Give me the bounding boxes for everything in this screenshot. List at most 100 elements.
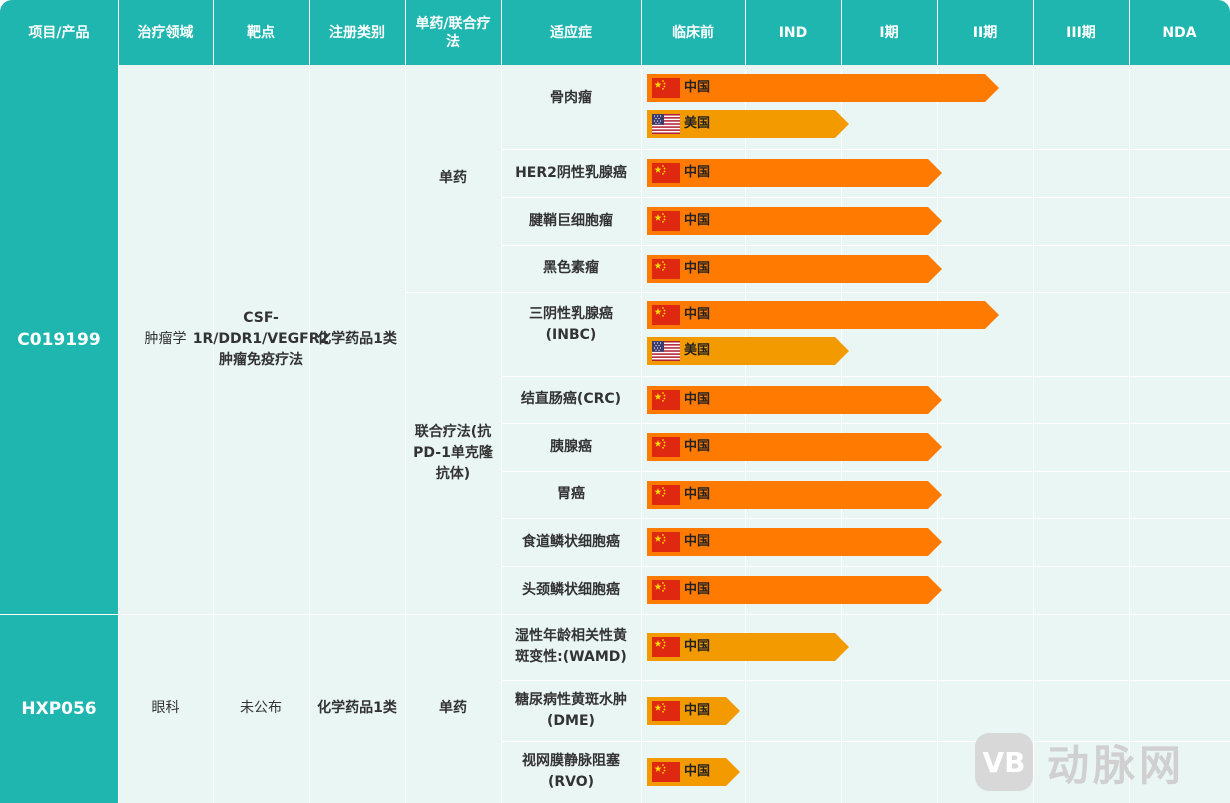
china-flag-icon bbox=[652, 485, 680, 505]
indication-name: 胰腺癌 bbox=[550, 438, 592, 455]
indication-row-separator bbox=[501, 471, 1230, 472]
bar-country-label: 中国 bbox=[684, 582, 711, 597]
bar-country-label: 中国 bbox=[684, 80, 711, 95]
indication-row-separator bbox=[501, 245, 1230, 246]
column-divider bbox=[405, 0, 406, 803]
therapy-mode: 单药 bbox=[439, 170, 467, 186]
column-header: 治疗领域 bbox=[118, 0, 213, 65]
pipeline-progress-bar: 中国 bbox=[647, 633, 849, 661]
column-header: NDA bbox=[1129, 0, 1230, 65]
indication-row-separator bbox=[501, 566, 1230, 567]
pipeline-progress-bar: 中国 bbox=[647, 207, 942, 235]
indication-name: 湿性年龄相关性黄斑变性:(WAMD) bbox=[515, 628, 627, 665]
column-header: 注册类别 bbox=[309, 0, 405, 65]
china-flag-icon bbox=[652, 211, 680, 231]
watermark-text: 动脉网 bbox=[1047, 740, 1186, 790]
bar-country-label: 中国 bbox=[684, 165, 711, 180]
column-header: I期 bbox=[841, 0, 937, 65]
bar-country-label: 中国 bbox=[684, 534, 711, 549]
bar-country-label: 中国 bbox=[684, 764, 711, 779]
column-header: 临床前 bbox=[641, 0, 745, 65]
bar-country-label: 美国 bbox=[684, 343, 711, 358]
column-header: IND bbox=[745, 0, 841, 65]
indication-name: 三阴性乳腺癌(INBC) bbox=[529, 306, 613, 343]
indication-row-separator bbox=[501, 149, 1230, 150]
column-divider bbox=[1033, 0, 1034, 803]
indication-name: 腱鞘巨细胞瘤 bbox=[529, 212, 613, 229]
indication-row-separator bbox=[501, 376, 1230, 377]
china-flag-icon bbox=[652, 390, 680, 410]
therapeutic-area: 眼科 bbox=[151, 700, 180, 716]
bar-country-label: 中国 bbox=[684, 307, 711, 322]
registration-class: 化学药品1类 bbox=[317, 700, 397, 716]
indication-row-separator bbox=[501, 197, 1230, 198]
column-divider bbox=[501, 0, 502, 803]
column-divider bbox=[213, 0, 214, 803]
project-row-separator bbox=[118, 614, 405, 615]
column-divider bbox=[309, 0, 310, 803]
bar-country-label: 中国 bbox=[684, 213, 711, 228]
column-header: II期 bbox=[937, 0, 1033, 65]
watermark-logo: VB 动脉网 bbox=[975, 730, 1225, 794]
china-flag-icon bbox=[652, 163, 680, 183]
project-separator bbox=[0, 614, 118, 615]
therapy-row-separator bbox=[405, 292, 501, 293]
indication-name: HER2阴性乳腺癌 bbox=[515, 164, 627, 181]
china-flag-icon bbox=[652, 78, 680, 98]
pipeline-progress-bar: 中国 bbox=[647, 481, 942, 509]
pipeline-progress-bar: 中国 bbox=[647, 386, 942, 414]
indication-row-separator bbox=[501, 741, 1230, 742]
indication-name: 结直肠癌(CRC) bbox=[520, 391, 622, 407]
indication-row-separator bbox=[501, 292, 1230, 293]
china-flag-icon bbox=[652, 437, 680, 457]
china-flag-icon bbox=[652, 580, 680, 600]
column-header: 适应症 bbox=[501, 0, 641, 65]
china-flag-icon bbox=[652, 305, 680, 325]
pipeline-progress-bar: 美国 bbox=[647, 110, 849, 138]
indication-row-separator bbox=[501, 423, 1230, 424]
target-cell: 未公布 bbox=[240, 700, 282, 716]
indication-name: 视网膜静脉阻塞(RVO) bbox=[522, 753, 620, 790]
pipeline-progress-bar: 中国 bbox=[647, 697, 740, 725]
pipeline-progress-bar: 中国 bbox=[647, 433, 942, 461]
china-flag-icon bbox=[652, 532, 680, 552]
project-name: HXP056 bbox=[0, 614, 118, 803]
us-flag-icon bbox=[652, 114, 680, 134]
therapy-mode: 单药 bbox=[439, 700, 467, 716]
pipeline-progress-bar: 中国 bbox=[647, 159, 942, 187]
china-flag-icon bbox=[652, 637, 680, 657]
indication-name: 胃癌 bbox=[557, 486, 585, 502]
china-flag-icon bbox=[652, 762, 680, 782]
pipeline-progress-bar: 中国 bbox=[647, 255, 942, 283]
therapy-row-separator bbox=[405, 614, 501, 615]
indication-name: 糖尿病性黄斑水肿(DME) bbox=[515, 691, 627, 729]
indication-row-separator bbox=[501, 518, 1230, 519]
column-divider bbox=[641, 0, 642, 803]
pipeline-progress-bar: 中国 bbox=[647, 758, 740, 786]
pipeline-progress-bar: 中国 bbox=[647, 576, 942, 604]
project-name: C019199 bbox=[0, 65, 118, 614]
indication-name: 骨肉瘤 bbox=[550, 89, 592, 106]
indication-name: 黑色素瘤 bbox=[543, 260, 599, 276]
target-cell: CSF-1R/DDR1/VEGFR2肿瘤免疫疗法 bbox=[192, 310, 330, 368]
china-flag-icon bbox=[652, 701, 680, 721]
column-header: III期 bbox=[1033, 0, 1129, 65]
bar-country-label: 中国 bbox=[684, 261, 711, 276]
watermark-logo-icon: VB bbox=[975, 733, 1033, 791]
column-header: 单药/联合疗法 bbox=[405, 0, 501, 65]
indication-row-separator bbox=[501, 614, 1230, 615]
column-divider bbox=[1129, 0, 1130, 803]
pipeline-progress-bar: 中国 bbox=[647, 74, 999, 102]
pipeline-progress-bar: 美国 bbox=[647, 337, 849, 365]
therapeutic-area: 肿瘤学 bbox=[144, 331, 187, 347]
column-header: 项目/产品 bbox=[0, 0, 118, 65]
bar-country-label: 中国 bbox=[684, 439, 711, 454]
bar-country-label: 美国 bbox=[684, 116, 711, 131]
bar-country-label: 中国 bbox=[684, 703, 711, 718]
china-flag-icon bbox=[652, 259, 680, 279]
column-divider bbox=[118, 0, 119, 803]
indication-row-separator bbox=[501, 680, 1230, 681]
bar-country-label: 中国 bbox=[684, 487, 711, 502]
bar-country-label: 中国 bbox=[684, 639, 711, 654]
